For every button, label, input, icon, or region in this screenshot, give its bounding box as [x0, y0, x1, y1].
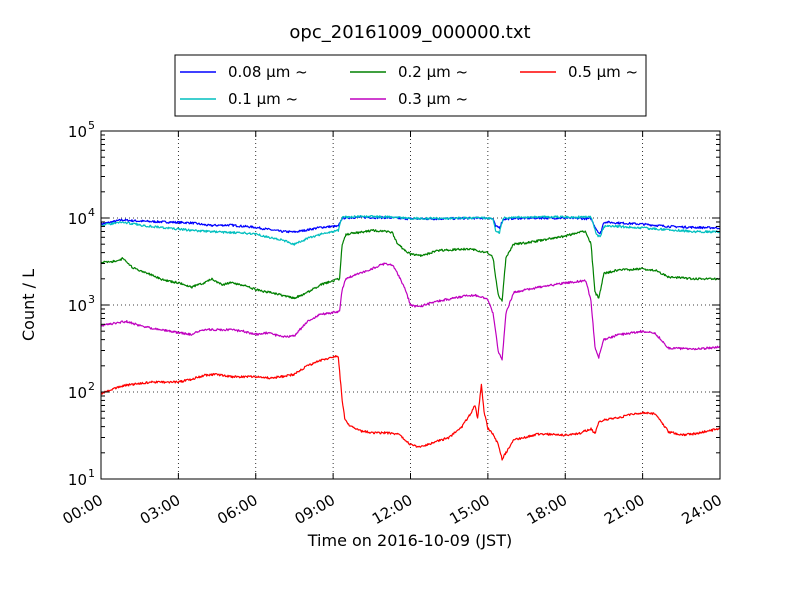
x-tick-labels: 00:00 03:00 06:00 09:00 12:00 15:00 18:00 21:00… — [60, 491, 725, 528]
y-tick-label: 10 — [68, 210, 87, 228]
x-axis-title: Time on 2016-10-09 (JST) — [307, 531, 512, 550]
y-tick-label: 10 — [68, 123, 87, 141]
series-line — [100, 215, 721, 235]
series-line — [100, 215, 721, 246]
tick-layer — [100, 130, 721, 480]
x-tick-label: 24:00 — [679, 491, 725, 528]
legend-box — [174, 54, 647, 117]
legend: 0.08 μm ~ 0.1 μm ~ 0.2 μm ~ 0.3 μm ~ 0.5 μm … — [174, 54, 647, 117]
legend-label: 0.1 μm ~ — [228, 90, 298, 108]
x-tick-label: 03:00 — [137, 491, 183, 528]
legend-label: 0.2 μm ~ — [398, 63, 468, 81]
y-axis-title: Count / L — [19, 269, 38, 341]
y-tick-exponent: 4 — [88, 206, 95, 219]
series-layer — [100, 215, 721, 461]
x-tick-label: 06:00 — [214, 491, 260, 528]
legend-label: 0.3 μm ~ — [398, 90, 468, 108]
y-tick-label: 10 — [68, 471, 87, 489]
y-tick-exponent: 1 — [88, 467, 95, 480]
series-line — [100, 355, 721, 461]
y-tick-exponent: 3 — [88, 293, 95, 306]
y-tick-exponent: 5 — [88, 119, 95, 132]
x-tick-label: 00:00 — [60, 491, 106, 528]
x-tick-label: 12:00 — [369, 491, 415, 528]
chart-title: opc_20161009_000000.txt — [289, 22, 530, 43]
y-tick-exponent: 2 — [88, 380, 95, 393]
x-tick-label: 09:00 — [292, 491, 338, 528]
series-line — [100, 262, 721, 361]
y-tick-label: 10 — [68, 384, 87, 402]
legend-label: 0.5 μm ~ — [568, 63, 638, 81]
x-tick-label: 18:00 — [524, 491, 570, 528]
legend-label: 0.08 μm ~ — [228, 63, 308, 81]
series-line — [100, 228, 721, 302]
x-tick-label: 21:00 — [601, 491, 647, 528]
x-tick-label: 15:00 — [446, 491, 492, 528]
y-tick-label: 10 — [68, 297, 87, 315]
